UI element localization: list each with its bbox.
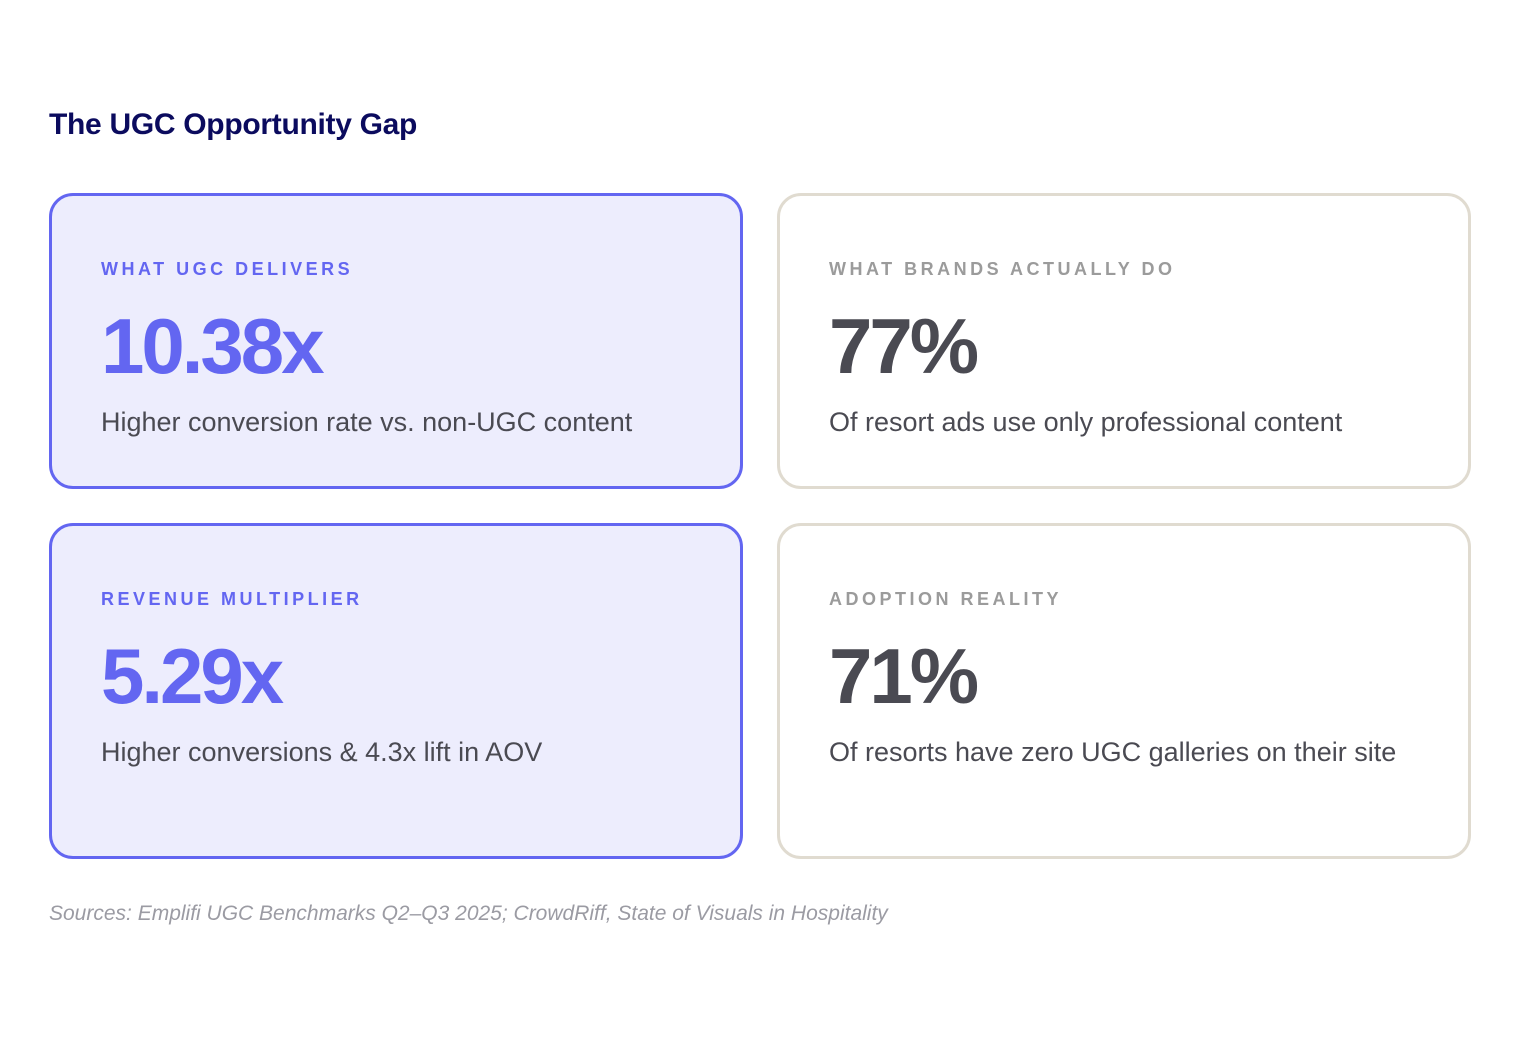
- sources-note: Sources: Emplifi UGC Benchmarks Q2–Q3 20…: [49, 902, 888, 925]
- card-label: REVENUE MULTIPLIER: [101, 589, 363, 609]
- card-value: 5.29x: [101, 632, 284, 720]
- card-label: ADOPTION REALITY: [829, 589, 1063, 609]
- card-description: Higher conversion rate vs. non-UGC conte…: [101, 407, 633, 437]
- card-label: WHAT BRANDS ACTUALLY DO: [829, 259, 1176, 279]
- stat-card-revenue-multiplier: REVENUE MULTIPLIER 5.29x Higher conversi…: [49, 523, 743, 859]
- card-value: 71%: [829, 632, 979, 720]
- page-title: The UGC Opportunity Gap: [49, 108, 418, 141]
- stat-card-brands-do: WHAT BRANDS ACTUALLY DO 77% Of resort ad…: [777, 193, 1471, 489]
- card-description: Of resort ads use only professional cont…: [829, 407, 1343, 437]
- stat-card-adoption-reality: ADOPTION REALITY 71% Of resorts have zer…: [777, 523, 1471, 859]
- card-description: Higher conversions & 4.3x lift in AOV: [101, 737, 543, 767]
- card-description: Of resorts have zero UGC galleries on th…: [829, 737, 1397, 767]
- card-label: WHAT UGC DELIVERS: [101, 259, 354, 279]
- card-value: 77%: [829, 302, 979, 390]
- card-value: 10.38x: [101, 302, 325, 390]
- stat-card-ugc-delivers: WHAT UGC DELIVERS 10.38x Higher conversi…: [49, 193, 743, 489]
